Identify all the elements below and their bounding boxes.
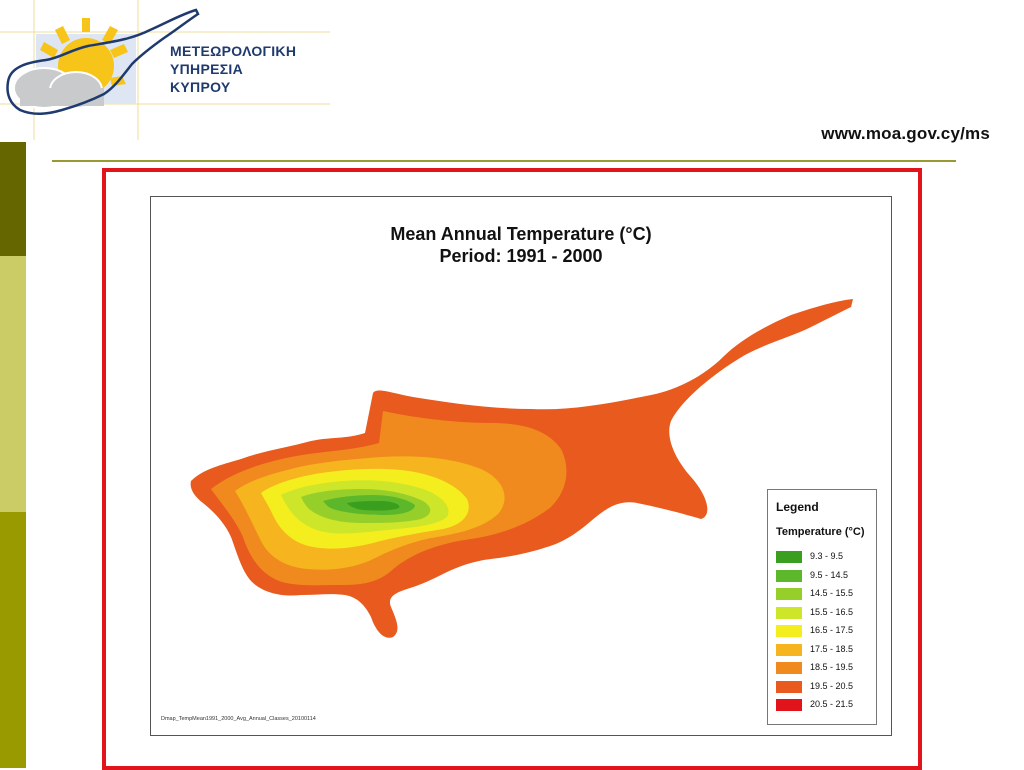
map-legend: Legend Temperature (°C) 9.3 - 9.5 9.5 - 1…: [767, 489, 877, 725]
accent-bar-olive: [0, 512, 26, 768]
legend-label: 15.5 - 16.5: [810, 606, 854, 617]
logo-wordmark: ΜΕΤΕΩΡΟΛΟΓΙΚΗ ΥΠΗΡΕΣΙΑ ΚΥΠΡΟΥ: [170, 42, 296, 96]
map-title-line-2: Period: 1991 - 2000: [439, 246, 603, 266]
legend-subtitle: Temperature (°C): [776, 526, 865, 538]
map-frame: Mean Annual Temperature (°C) Period: 199…: [102, 168, 922, 770]
legend-item: 17.5 - 18.5: [776, 643, 872, 657]
website-url[interactable]: www.moa.gov.cy/ms: [821, 124, 990, 143]
legend-item: 20.5 - 21.5: [776, 698, 872, 712]
sun-cloud-cyprus-icon: [0, 0, 330, 140]
legend-swatch: [776, 680, 802, 693]
accent-bar-dark: [0, 142, 26, 256]
map-panel: Mean Annual Temperature (°C) Period: 199…: [150, 196, 892, 736]
legend-label: 18.5 - 19.5: [810, 662, 854, 672]
logo-line-1: ΜΕΤΕΩΡΟΛΟΓΙΚΗ: [170, 43, 297, 59]
legend-label: 17.5 - 18.5: [810, 643, 854, 654]
logo-line-2: ΥΠΗΡΕΣΙΑ: [170, 61, 244, 77]
legend-label: 9.5 - 14.5: [810, 569, 849, 580]
legend-item: 14.5 - 15.5: [776, 587, 872, 601]
header-divider: [52, 160, 956, 162]
legend-item: 19.5 - 20.5: [776, 680, 872, 694]
legend-label: 19.5 - 20.5: [810, 680, 854, 691]
legend-swatch: [776, 699, 802, 711]
legend-swatch: [776, 551, 802, 563]
legend-title: Legend: [776, 500, 819, 514]
legend-swatch: [776, 662, 802, 674]
legend-label: 16.5 - 17.5: [810, 625, 854, 635]
legend-label: 20.5 - 21.5: [810, 699, 854, 709]
legend-swatch: [776, 643, 802, 656]
legend-item: 9.3 - 9.5: [776, 550, 872, 564]
legend-swatch: [776, 588, 802, 600]
legend-label: 14.5 - 15.5: [810, 588, 854, 598]
band-9-9: [347, 501, 400, 511]
legend-swatch: [776, 606, 802, 619]
legend-swatch: [776, 569, 802, 582]
legend-swatch: [776, 625, 802, 637]
left-accent-bars: [0, 142, 26, 768]
accent-bar-light: [0, 256, 26, 512]
legend-item: 15.5 - 16.5: [776, 606, 872, 620]
map-file-label: Dmap_TempMean1991_2000_Avg_Annual_Classe…: [161, 716, 316, 722]
map-title: Mean Annual Temperature (°C) Period: 199…: [151, 223, 891, 267]
logo-line-3: ΚΥΠΡΟΥ: [170, 79, 231, 95]
legend-item: 16.5 - 17.5: [776, 624, 872, 638]
cyprus-temperature-map: [190, 299, 853, 638]
legend-label: 9.3 - 9.5: [810, 551, 844, 561]
legend-item: 9.5 - 14.5: [776, 569, 872, 583]
met-service-logo: ΜΕΤΕΩΡΟΛΟΓΙΚΗ ΥΠΗΡΕΣΙΑ ΚΥΠΡΟΥ: [0, 0, 335, 140]
legend-item: 18.5 - 19.5: [776, 661, 872, 675]
map-title-line-1: Mean Annual Temperature (°C): [390, 224, 652, 244]
